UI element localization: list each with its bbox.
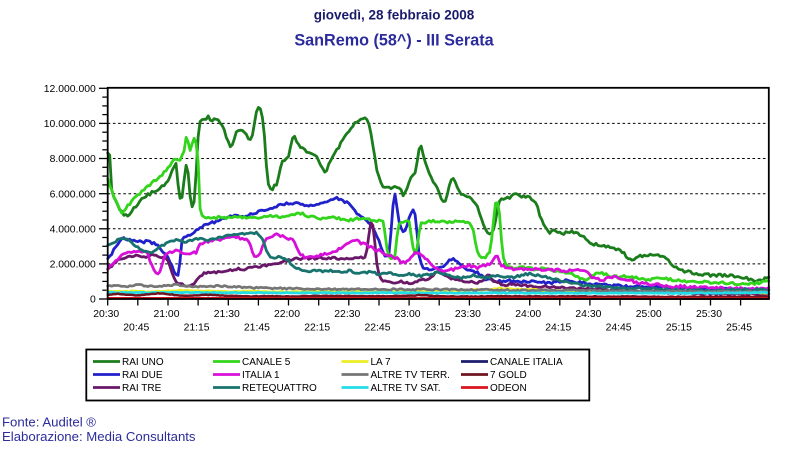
svg-text:0: 0 [90,295,96,306]
svg-text:12.000.000: 12.000.000 [44,84,96,95]
svg-text:Fonte: Auditel ®: Fonte: Auditel ® [2,415,96,430]
svg-text:20:45: 20:45 [123,323,149,334]
svg-text:25:15: 25:15 [666,323,692,334]
svg-text:24:15: 24:15 [545,323,571,334]
svg-text:23:30: 23:30 [455,309,481,320]
svg-text:ALTRE TV TERR.: ALTRE TV TERR. [371,370,450,381]
svg-text:21:15: 21:15 [184,323,210,334]
svg-text:ITALIA 1: ITALIA 1 [242,370,280,381]
svg-text:25:00: 25:00 [636,309,662,320]
svg-text:20:30: 20:30 [93,309,119,320]
svg-text:4.000.000: 4.000.000 [50,224,96,235]
svg-text:25:45: 25:45 [726,323,752,334]
svg-text:21:45: 21:45 [244,323,270,334]
svg-text:22:00: 22:00 [274,309,300,320]
svg-text:RAI DUE: RAI DUE [122,370,163,381]
svg-text:10.000.000: 10.000.000 [44,119,96,130]
svg-text:24:30: 24:30 [575,309,601,320]
svg-text:CANALE 5: CANALE 5 [242,357,291,368]
svg-text:LA 7: LA 7 [371,357,391,368]
svg-text:RETEQUATTRO: RETEQUATTRO [242,383,317,394]
svg-text:23:15: 23:15 [425,323,451,334]
svg-text:SanRemo (58^) - III Serata: SanRemo (58^) - III Serata [294,32,494,50]
svg-text:8.000.000: 8.000.000 [50,154,96,165]
svg-text:7 GOLD: 7 GOLD [490,370,527,381]
svg-text:giovedì, 28 febbraio 2008: giovedì, 28 febbraio 2008 [314,7,475,22]
svg-text:23:45: 23:45 [485,323,511,334]
svg-text:25:30: 25:30 [696,309,722,320]
svg-text:Elaborazione: Media Consultant: Elaborazione: Media Consultants [2,429,196,444]
svg-text:24:45: 24:45 [606,323,632,334]
svg-text:2.000.000: 2.000.000 [50,260,96,271]
svg-text:6.000.000: 6.000.000 [50,189,96,200]
svg-text:22:15: 22:15 [304,323,330,334]
svg-text:23:00: 23:00 [395,309,421,320]
svg-text:RAI UNO: RAI UNO [122,357,164,368]
svg-text:CANALE ITALIA: CANALE ITALIA [490,357,563,368]
svg-text:22:30: 22:30 [334,309,360,320]
svg-text:ODEON: ODEON [490,383,527,394]
svg-text:ALTRE TV SAT.: ALTRE TV SAT. [371,383,441,394]
svg-text:21:00: 21:00 [153,309,179,320]
svg-text:22:45: 22:45 [364,323,390,334]
svg-text:21:30: 21:30 [214,309,240,320]
svg-text:24:00: 24:00 [515,309,541,320]
svg-text:RAI TRE: RAI TRE [122,383,162,394]
